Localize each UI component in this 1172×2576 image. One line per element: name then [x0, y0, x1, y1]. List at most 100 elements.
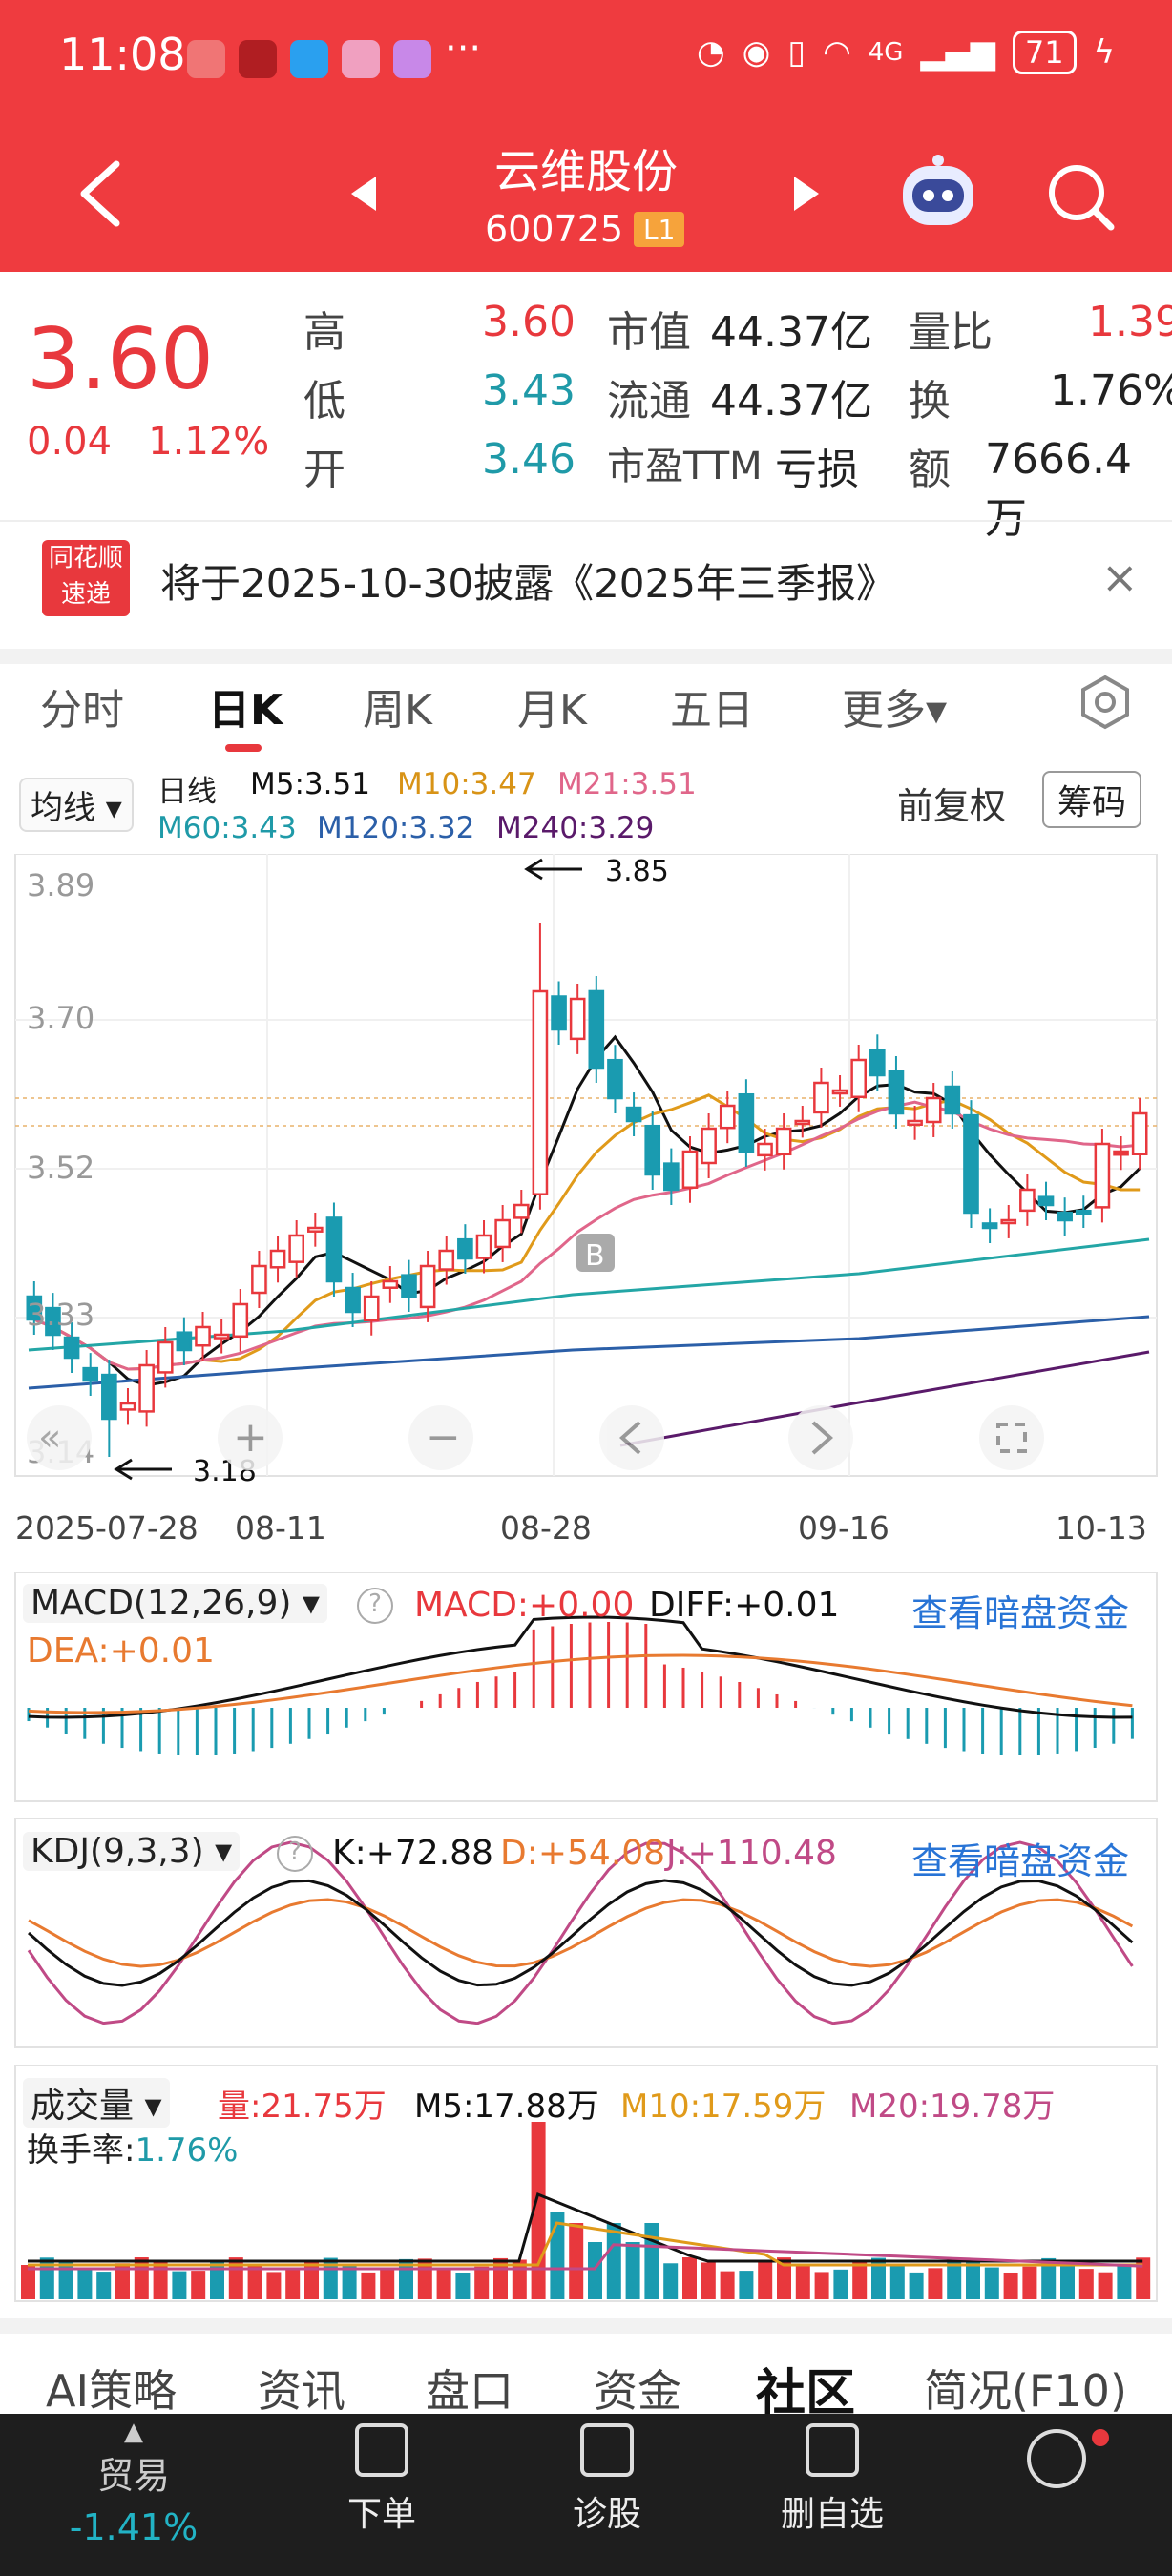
k-value: K:+72.88 — [332, 1834, 493, 1873]
high-mark-label: 3.85 — [605, 855, 669, 888]
low-value: 3.43 — [482, 366, 576, 415]
dark-pool-link[interactable]: 查看暗盘资金 — [911, 1840, 1130, 1882]
pe-label: 市盈TTM — [607, 445, 763, 488]
ma21-label: M21:3.51 — [557, 767, 697, 801]
volume-chart[interactable] — [0, 2065, 1172, 2303]
prev-stock-icon[interactable] — [349, 175, 378, 213]
fullscreen-icon[interactable] — [979, 1405, 1044, 1470]
ma60-label: M60:3.43 — [157, 811, 297, 845]
search-icon[interactable] — [1044, 160, 1117, 233]
low-label: 低 — [303, 377, 345, 426]
charging-icon: ϟ — [1093, 33, 1116, 72]
change-percent: 1.12% — [148, 420, 270, 464]
place-order-button[interactable]: 下单 — [305, 2423, 458, 2536]
tab-intraday[interactable]: 分时 — [40, 686, 124, 735]
zoom-out-icon[interactable] — [408, 1405, 473, 1470]
divider — [0, 2318, 1172, 2334]
menu-icon[interactable] — [1027, 2429, 1086, 2488]
macd-value: MACD:+0.00 — [414, 1586, 635, 1625]
robot-assistant-icon[interactable] — [895, 153, 981, 233]
volume-selector[interactable]: 成交量 ▾ — [23, 2078, 170, 2128]
badge-top-text: 同花顺 — [48, 544, 123, 572]
caret-up-icon: ▲ — [124, 2418, 143, 2446]
vol-value: 量:21.75万 — [218, 2088, 387, 2126]
status-indicators: ◔ ◉ ▯ ◠ 4G ▂▄▆ 71 ϟ — [697, 31, 1115, 74]
price-change: 0.04 1.12% — [27, 420, 269, 464]
trade-percent: -1.41% — [69, 2506, 199, 2548]
chat-notification-icon — [290, 40, 328, 78]
back-arrow-icon[interactable] — [76, 160, 124, 227]
close-icon[interactable]: × — [1101, 551, 1139, 603]
tab-more[interactable]: 更多▾ — [842, 686, 948, 735]
ma-selector[interactable]: 均线 ▾ — [19, 778, 134, 832]
tonghuashun-express-badge: 同花顺 速递 — [42, 540, 130, 616]
tab-news[interactable]: 资讯 — [258, 2365, 345, 2417]
help-icon[interactable]: ? — [277, 1836, 313, 1872]
volume-ratio-value: 1.39 — [1088, 298, 1172, 346]
tab-monthly-k[interactable]: 月K — [517, 686, 587, 735]
candlestick-chart[interactable]: 3.89 3.70 3.52 3.33 3.14 3.85 3.18 B « +… — [0, 854, 1172, 1550]
dea-value: DEA:+0.01 — [27, 1631, 215, 1671]
kdj-chart[interactable] — [0, 1818, 1172, 2049]
tab-ai-strategy[interactable]: AI策略 — [46, 2365, 178, 2417]
status-time: 11:08 — [59, 29, 186, 80]
kdj-selector[interactable]: KDJ(9,3,3) ▾ — [23, 1832, 241, 1871]
x-label-0728: 2025-07-28 — [15, 1509, 199, 1547]
macd-selector[interactable]: MACD(12,26,9) ▾ — [23, 1584, 327, 1623]
y-tick-333: 3.33 — [27, 1297, 94, 1333]
x-label-0828: 08-28 — [500, 1509, 592, 1547]
remove-label: 删自选 — [780, 2495, 884, 2534]
remove-watchlist-button[interactable]: 删自选 — [756, 2423, 909, 2536]
macd-chart[interactable] — [0, 1572, 1172, 1803]
tab-profile-f10[interactable]: 简况(F10) — [924, 2365, 1127, 2417]
zoom-in-icon[interactable] — [218, 1405, 283, 1470]
tab-daily-k[interactable]: 日K — [208, 686, 283, 735]
status-app-icons — [187, 40, 431, 78]
app-header: 11:08 ··· ◔ ◉ ▯ ◠ 4G ▂▄▆ 71 ϟ 云维股份 60072… — [0, 0, 1172, 272]
trade-label: 贸易 — [96, 2455, 170, 2497]
diff-value: DIFF:+0.01 — [649, 1586, 840, 1625]
report-notice[interactable] — [0, 520, 1172, 636]
svg-text:−: − — [426, 1413, 461, 1462]
change-value: 0.04 — [27, 420, 113, 464]
tab-community[interactable]: 社区 — [756, 2365, 856, 2422]
chips-button[interactable]: 筹码 — [1042, 771, 1142, 828]
float-label: 流通 — [607, 377, 691, 426]
notice-text[interactable]: 将于2025-10-30披露《2025年三季报》 — [160, 560, 896, 607]
diagnose-label: 诊股 — [572, 2495, 641, 2534]
open-value: 3.46 — [482, 435, 576, 484]
app-notification-icon — [239, 40, 277, 78]
mktcap-value: 44.37亿 — [710, 308, 872, 357]
turnover-rate-label: 换手率: — [27, 2131, 136, 2170]
diagnose-button[interactable]: 诊股 — [531, 2423, 683, 2536]
scroll-right-icon[interactable] — [788, 1405, 853, 1470]
buy-marker[interactable] — [576, 1234, 615, 1272]
dark-pool-link[interactable]: 查看暗盘资金 — [911, 1592, 1130, 1634]
settings-hexagon-icon[interactable] — [1077, 674, 1134, 731]
help-icon[interactable]: ? — [357, 1588, 393, 1624]
scroll-left-icon[interactable] — [599, 1405, 664, 1470]
macd-title: MACD(12,26,9) — [31, 1584, 292, 1623]
buy-marker-label: B — [585, 1239, 605, 1273]
amount-value: 7666.4万 — [985, 435, 1132, 543]
next-stock-icon[interactable] — [792, 175, 821, 213]
price-adjust-label[interactable]: 前复权 — [897, 785, 1007, 827]
kdj-title: KDJ(9,3,3) — [31, 1832, 204, 1871]
tab-funds[interactable]: 资金 — [594, 2365, 681, 2417]
high-label: 高 — [303, 308, 345, 357]
network-label: 4G — [868, 38, 904, 67]
badge-bottom-text: 速递 — [60, 580, 111, 609]
signal-icon: ▂▄▆ — [920, 33, 995, 72]
wifi-icon: ◠ — [823, 33, 851, 72]
tab-order-book[interactable]: 盘口 — [426, 2365, 513, 2417]
status-more-dots: ··· — [445, 27, 482, 71]
nfc-icon: ◔ — [697, 33, 725, 72]
tab-five-day[interactable]: 五日 — [670, 686, 754, 735]
level-badge: L1 — [634, 212, 685, 247]
notification-dot — [1092, 2429, 1109, 2446]
float-value: 44.37亿 — [710, 377, 872, 426]
tab-weekly-k[interactable]: 周K — [363, 686, 432, 735]
trade-button[interactable]: ▲ 贸易 -1.41% — [57, 2418, 210, 2548]
ma120-label: M120:3.32 — [317, 811, 475, 845]
vol-m20-value: M20:19.78万 — [849, 2088, 1056, 2126]
